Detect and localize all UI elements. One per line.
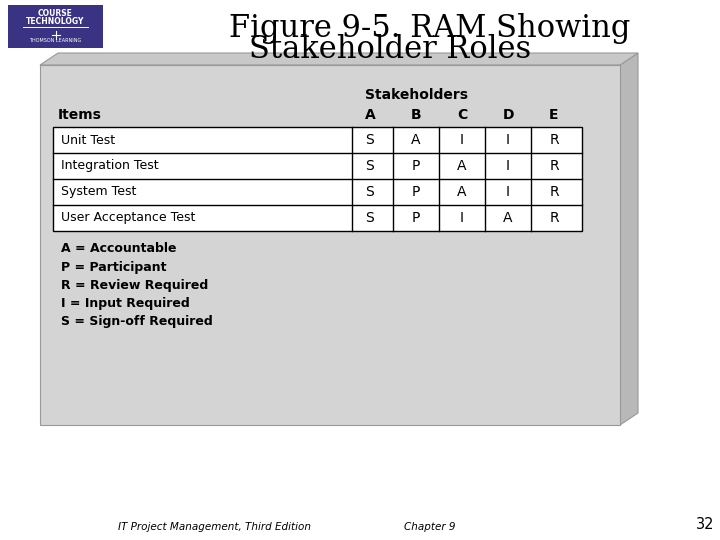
Text: Items: Items [58, 108, 102, 122]
Text: R = Review Required: R = Review Required [61, 279, 208, 292]
Text: Unit Test: Unit Test [61, 133, 115, 146]
Text: Integration Test: Integration Test [61, 159, 158, 172]
Text: Figure 9-5. RAM Showing: Figure 9-5. RAM Showing [229, 12, 631, 44]
Text: R: R [549, 211, 559, 225]
Text: System Test: System Test [61, 186, 136, 199]
Text: Stakeholders: Stakeholders [366, 88, 469, 102]
Polygon shape [40, 53, 638, 65]
Text: S: S [366, 133, 374, 147]
Text: R: R [549, 133, 559, 147]
Text: R: R [549, 185, 559, 199]
Text: 32: 32 [696, 517, 714, 532]
Text: S: S [366, 185, 374, 199]
FancyBboxPatch shape [40, 65, 620, 425]
Text: I = Input Required: I = Input Required [61, 296, 190, 309]
Text: C: C [457, 108, 467, 122]
Text: I: I [460, 211, 464, 225]
Text: User Acceptance Test: User Acceptance Test [61, 212, 195, 225]
Text: COURSE: COURSE [38, 10, 73, 18]
Text: Chapter 9: Chapter 9 [404, 522, 456, 532]
FancyBboxPatch shape [53, 127, 582, 231]
Text: D: D [503, 108, 514, 122]
Text: R: R [549, 159, 559, 173]
Text: I: I [506, 159, 510, 173]
Text: A: A [503, 211, 513, 225]
Text: A: A [364, 108, 375, 122]
Text: A: A [411, 133, 420, 147]
Text: B: B [410, 108, 421, 122]
Text: A: A [457, 159, 467, 173]
Text: S: S [366, 211, 374, 225]
Text: I: I [460, 133, 464, 147]
Text: S = Sign-off Required: S = Sign-off Required [61, 314, 212, 327]
Text: S: S [366, 159, 374, 173]
Text: IT Project Management, Third Edition: IT Project Management, Third Edition [119, 522, 312, 532]
Text: A = Accountable: A = Accountable [61, 242, 176, 255]
Text: Stakeholder Roles: Stakeholder Roles [249, 35, 531, 65]
Text: P: P [412, 185, 420, 199]
Text: I: I [506, 185, 510, 199]
Text: I: I [506, 133, 510, 147]
FancyBboxPatch shape [8, 5, 103, 48]
Text: P: P [412, 159, 420, 173]
Text: TECHNOLOGY: TECHNOLOGY [27, 17, 85, 26]
Text: P: P [412, 211, 420, 225]
Text: E: E [549, 108, 559, 122]
Text: P = Participant: P = Participant [61, 260, 166, 273]
Text: THOMSON LEARNING: THOMSON LEARNING [30, 38, 81, 43]
Polygon shape [620, 53, 638, 425]
Text: A: A [457, 185, 467, 199]
